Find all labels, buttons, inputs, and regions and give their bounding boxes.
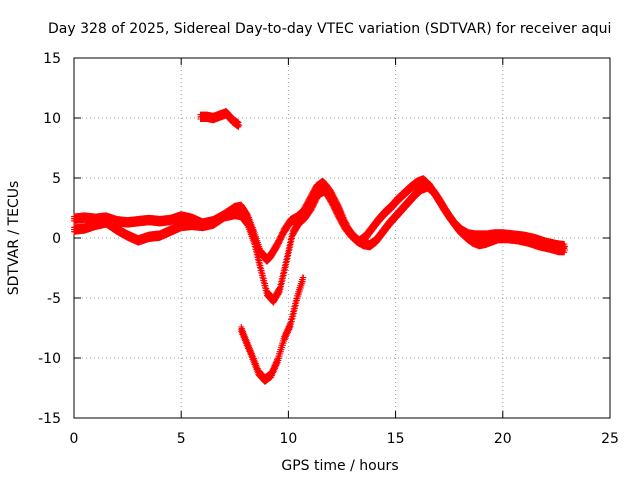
series-track-b [71, 181, 568, 306]
x-tick-label: 10 [279, 431, 297, 447]
chart-title: Day 328 of 2025, Sidereal Day-to-day VTE… [48, 21, 611, 37]
x-tick-label: 25 [601, 431, 619, 447]
grid-lines [74, 58, 610, 418]
series-track-d [238, 274, 307, 385]
data-point-marker [279, 232, 286, 239]
y-tick-label: -5 [47, 291, 61, 307]
y-tick-label: -10 [38, 351, 61, 367]
data-point-marker [274, 243, 281, 250]
data-point-marker [279, 233, 286, 240]
data-marks [71, 108, 568, 385]
y-tick-label: 15 [43, 51, 61, 67]
y-tick-label: 10 [43, 111, 61, 127]
x-tick-label: 15 [387, 431, 405, 447]
data-point-marker [275, 241, 282, 248]
data-point-marker [277, 236, 284, 243]
y-tick-label: 0 [52, 231, 61, 247]
x-tick-label: 5 [177, 431, 186, 447]
data-point-marker [275, 240, 282, 247]
axis-ticks: 0 5 10 15 20 25 -15 -10 -5 0 5 10 15 [38, 51, 619, 447]
data-point-marker [276, 239, 283, 246]
data-point-marker [277, 237, 284, 244]
series-track-c [197, 108, 243, 130]
y-tick-label: -15 [38, 411, 61, 427]
x-tick-label: 20 [494, 431, 512, 447]
x-tick-label: 0 [70, 431, 79, 447]
y-tick-label: 5 [52, 171, 61, 187]
data-point-marker [278, 235, 285, 242]
